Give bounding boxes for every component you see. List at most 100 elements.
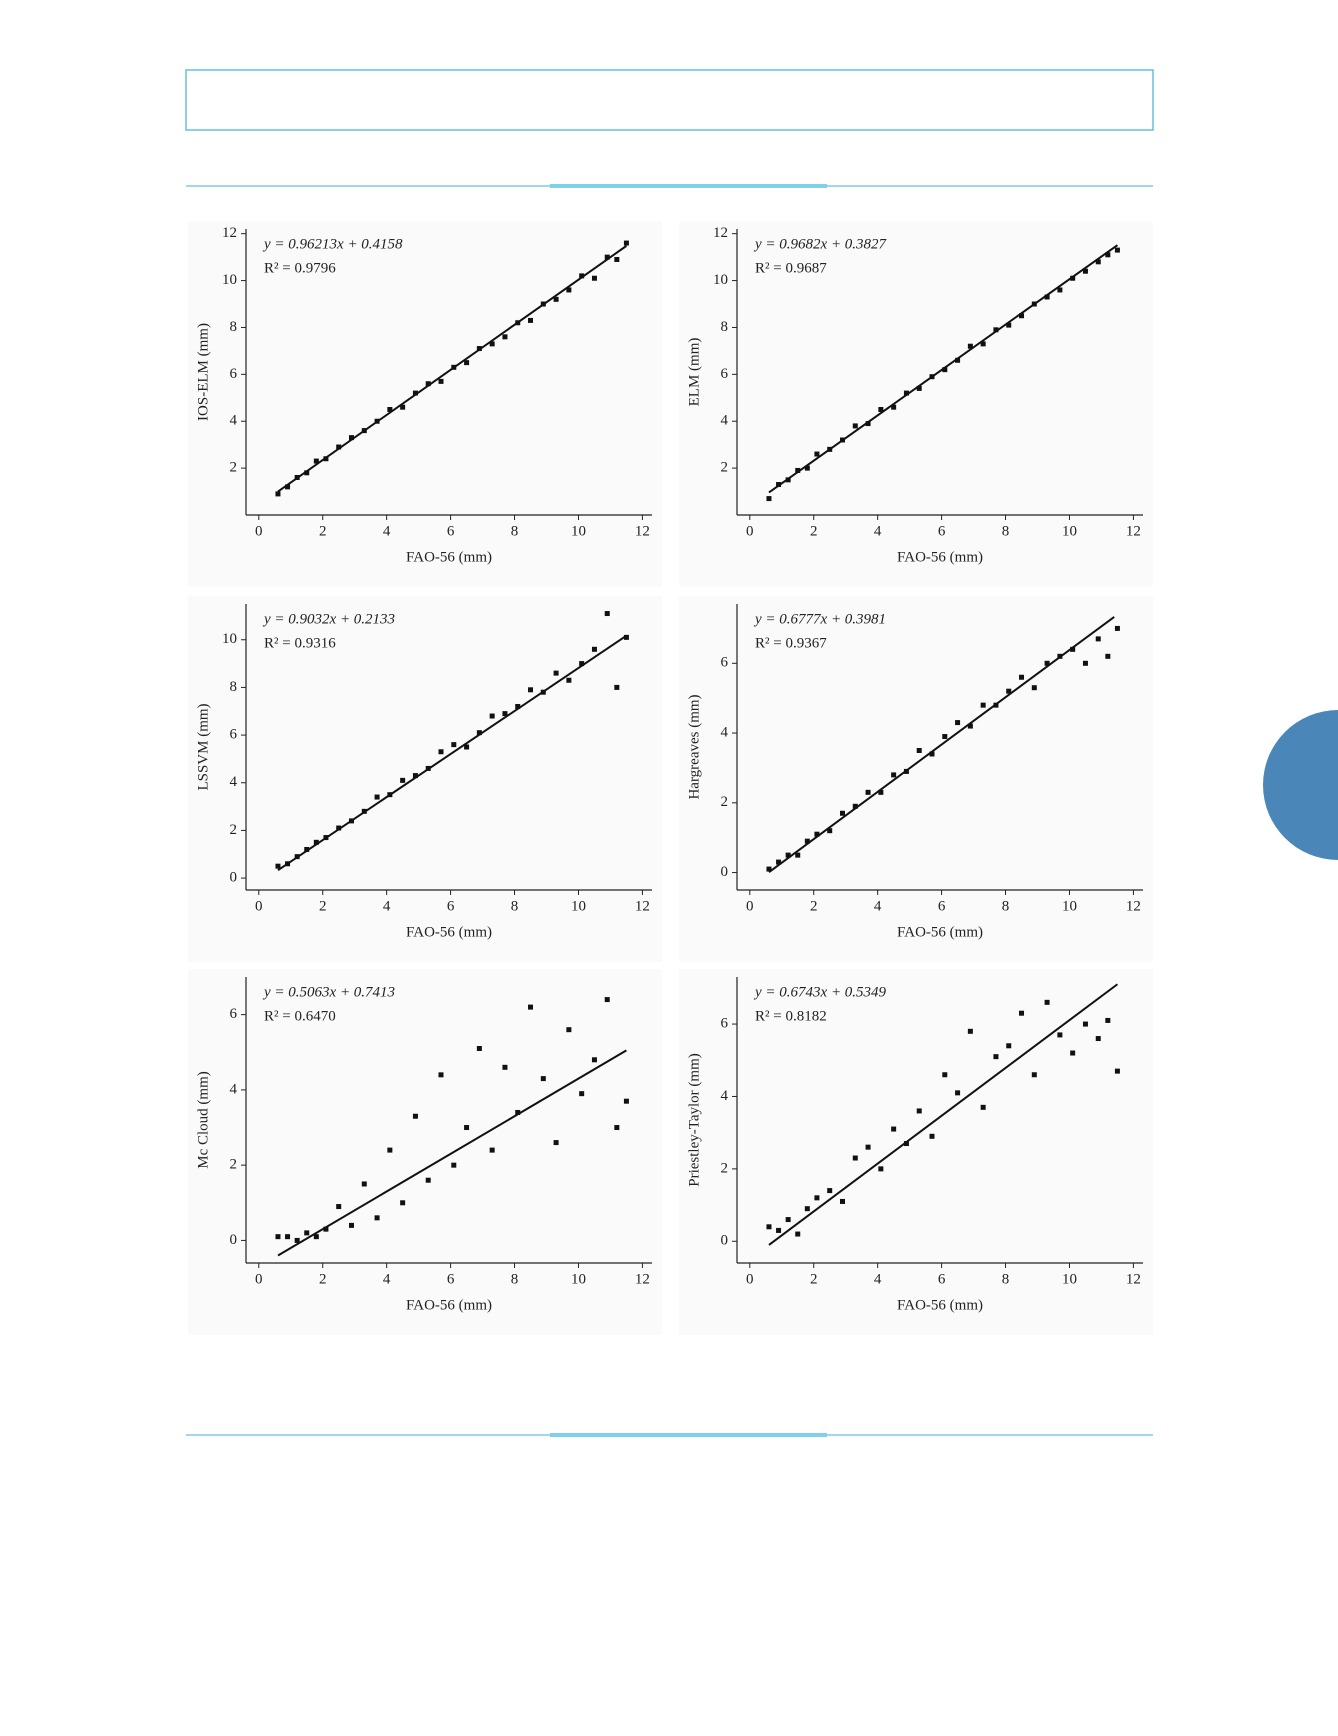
plot-background xyxy=(679,969,1153,1335)
x-tick-label: 0 xyxy=(746,1271,754,1287)
point xyxy=(566,677,572,683)
point xyxy=(1006,322,1012,328)
x-tick-label: 4 xyxy=(874,1271,882,1287)
point xyxy=(489,341,495,347)
point xyxy=(1070,646,1076,652)
point xyxy=(323,1226,329,1232)
point xyxy=(785,852,791,858)
y-axis-label: Priestley-Taylor (mm) xyxy=(686,1053,702,1187)
y-tick-label: 0 xyxy=(230,870,238,886)
y-tick-label: 2 xyxy=(230,1157,238,1173)
point xyxy=(438,378,444,384)
point xyxy=(795,852,801,858)
point xyxy=(528,687,534,693)
x-tick-label: 0 xyxy=(746,523,754,539)
r-squared: R² = 0.9316 xyxy=(264,635,336,651)
point xyxy=(285,484,291,490)
rule-accent xyxy=(550,184,827,188)
y-tick-label: 12 xyxy=(713,225,728,241)
y-axis-label: IOS-ELM (mm) xyxy=(195,323,211,421)
point xyxy=(623,1098,629,1104)
y-axis-label: LSSVM (mm) xyxy=(195,703,211,790)
point xyxy=(980,702,986,708)
x-axis-label: FAO-56 (mm) xyxy=(897,1297,983,1313)
point xyxy=(451,1162,457,1168)
x-tick-label: 6 xyxy=(447,898,455,914)
point xyxy=(294,1237,300,1243)
point xyxy=(1082,268,1088,274)
point xyxy=(304,846,310,852)
y-tick-label: 4 xyxy=(721,413,729,429)
point xyxy=(425,1177,431,1183)
y-tick-label: 2 xyxy=(721,794,729,810)
point xyxy=(438,749,444,755)
point xyxy=(553,670,559,676)
x-tick-label: 2 xyxy=(319,898,327,914)
point xyxy=(1114,1068,1120,1074)
r-squared: R² = 0.9687 xyxy=(755,260,827,276)
x-tick-label: 8 xyxy=(1002,898,1010,914)
point xyxy=(400,404,406,410)
point xyxy=(412,773,418,779)
fit-line xyxy=(768,244,1119,494)
r-squared: R² = 0.6470 xyxy=(264,1008,336,1024)
point xyxy=(1070,275,1076,281)
point xyxy=(336,444,342,450)
point xyxy=(804,465,810,471)
x-tick-label: 8 xyxy=(1002,523,1010,539)
x-axis-label: FAO-56 (mm) xyxy=(406,549,492,565)
x-tick-label: 0 xyxy=(746,898,754,914)
point xyxy=(591,1057,597,1063)
y-tick-label: 4 xyxy=(230,1081,238,1097)
y-axis-label: Mc Cloud (mm) xyxy=(195,1071,211,1169)
point xyxy=(502,1064,508,1070)
point xyxy=(1006,1043,1012,1049)
point xyxy=(1044,294,1050,300)
point xyxy=(604,254,610,260)
x-tick-label: 8 xyxy=(511,1271,518,1287)
point xyxy=(451,742,457,748)
point xyxy=(566,1027,572,1033)
point xyxy=(591,646,597,652)
x-tick-label: 12 xyxy=(1126,898,1141,914)
point xyxy=(591,275,597,281)
fit-line xyxy=(277,1049,627,1257)
equation: y = 0.9682x + 0.3827 xyxy=(753,236,888,252)
point xyxy=(839,1198,845,1204)
y-tick-label: 6 xyxy=(721,366,729,382)
point xyxy=(776,859,782,865)
point xyxy=(304,470,310,476)
fit-line xyxy=(277,634,627,872)
point xyxy=(464,1125,470,1131)
point xyxy=(980,341,986,347)
point xyxy=(489,713,495,719)
point xyxy=(313,1234,319,1240)
point xyxy=(852,423,858,429)
point xyxy=(412,390,418,396)
point xyxy=(579,661,585,667)
equation: y = 0.6777x + 0.3981 xyxy=(753,611,886,627)
point xyxy=(967,1028,973,1034)
point xyxy=(1114,625,1120,631)
fit-line xyxy=(768,983,1119,1246)
point xyxy=(464,360,470,366)
x-tick-label: 4 xyxy=(383,898,391,914)
point xyxy=(827,828,833,834)
point xyxy=(336,1204,342,1210)
point xyxy=(604,997,610,1003)
x-tick-label: 10 xyxy=(571,898,586,914)
x-axis-label: FAO-56 (mm) xyxy=(406,924,492,940)
x-tick-label: 12 xyxy=(1126,1271,1141,1287)
plot-background xyxy=(679,596,1153,962)
point xyxy=(1057,287,1063,293)
point xyxy=(955,720,961,726)
y-tick-label: 6 xyxy=(230,366,238,382)
scatter-chart: 0 2 4 6 8 10 12 2 4 6 8 10 12 FAO-56 (mm) IOS-ELM (mm)… xyxy=(188,221,662,587)
point xyxy=(579,1091,585,1097)
y-tick-label: 10 xyxy=(713,272,728,288)
y-tick-label: 4 xyxy=(230,774,238,790)
point xyxy=(891,772,897,778)
point xyxy=(776,1227,782,1233)
point xyxy=(489,1147,495,1153)
